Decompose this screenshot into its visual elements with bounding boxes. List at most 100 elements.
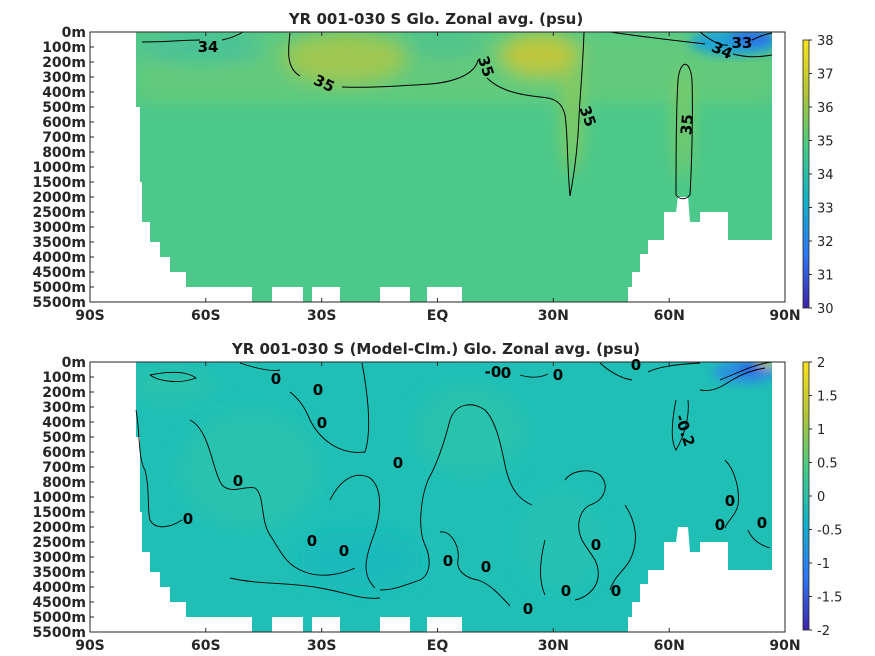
panel-2-contour-label: 0 <box>561 582 571 600</box>
panel-2-y-tick-label: 400m <box>42 415 86 431</box>
panel-2-contour-6 <box>329 474 381 589</box>
panel-2-y-tick-label: 1000m <box>32 490 86 506</box>
panel-1-x-tick-label: 30S <box>307 308 337 324</box>
panel-2-contour-5 <box>379 404 533 591</box>
panel-1-fill-low-south <box>136 32 265 64</box>
panel-1-colorbar-tick-label: 30 <box>817 302 834 317</box>
panel-2-fill-anomaly-c <box>520 490 600 590</box>
panel-2-contour-label: 0 <box>715 516 725 534</box>
panel-1-field <box>136 32 772 302</box>
panel-2-x-tick-label: EQ <box>427 638 449 654</box>
panel-2-fill-anomaly-e <box>300 530 420 590</box>
panel-1-y-tick-label: 800m <box>42 145 86 161</box>
panel-2-y-tick-label: 4500m <box>32 595 86 611</box>
panel-1-y-tick-label: 4000m <box>32 250 86 266</box>
panel-2-contour-10 <box>540 504 636 596</box>
panel-2-y-tick-label: 3000m <box>32 550 86 566</box>
panel-2-y-tick-label: 700m <box>42 460 86 476</box>
panel-2-contour-label: 0 <box>393 454 403 472</box>
panel-2-contour-label: 0 <box>339 542 349 560</box>
panel-2-contour-label: 0 <box>481 558 491 576</box>
panel-2-contour-3 <box>239 362 370 453</box>
panel-2-contour-label: 0 <box>317 414 327 432</box>
panel-1-y-tick-label: 400m <box>42 85 86 101</box>
panel-2-y-tick-label: 200m <box>42 385 86 401</box>
panel-1-contours <box>141 31 773 200</box>
panel-1-y-tick-label: 600m <box>42 115 86 131</box>
panel-1-colorbar-tick-label: 34 <box>817 168 834 183</box>
panel-1-x-tick-label: 90S <box>75 308 105 324</box>
panel-1-fill-high-salinity-south <box>283 32 407 84</box>
panel-1-y-tick-label: 700m <box>42 130 86 146</box>
panel-1-x-tick-label: 60S <box>191 308 221 324</box>
panel-2-contour-1 <box>149 371 197 382</box>
panel-2-contour-label: 0 <box>443 552 453 570</box>
panel-2-contour-12 <box>671 399 689 451</box>
panel-2-colorbar-tick-label: 2 <box>817 356 825 371</box>
panel-2-contour-8 <box>439 531 511 607</box>
panel-2-contour-15 <box>519 373 549 378</box>
panel-1-colorbar-tick-label: 33 <box>817 202 834 217</box>
panel-2-y-tick-label: 500m <box>42 430 86 446</box>
panel-1-colorbar-tick-label: 31 <box>817 269 834 284</box>
panel-1-colorbar-tick-label: 36 <box>817 101 834 116</box>
panel-1-y-tick-label: 3500m <box>32 235 86 251</box>
panel-1-x-tick-label: 30N <box>538 308 569 324</box>
panel-2-y-tick-label: 5500m <box>32 625 86 641</box>
panel-2-x-tick-label: 60S <box>191 638 221 654</box>
panel-2-y-tick-label: 3500m <box>32 565 86 581</box>
panel-1-x-tick-label: 60N <box>654 308 685 324</box>
panel-2-y-tick-label: 100m <box>42 370 86 386</box>
panel-1-contour-34-south <box>141 31 244 43</box>
panel-2-y-tick-label: 0m <box>62 355 86 371</box>
panel-1-y-tick-label: 500m <box>42 100 86 116</box>
panel-2-colorbar <box>802 361 810 631</box>
panel-2-contour-13 <box>699 361 773 391</box>
panel-2: YR 001-030 S (Model-Clm.) Glo. Zonal avg… <box>32 340 842 654</box>
panel-2-contour-11 <box>599 362 701 381</box>
panel-1-title: YR 001-030 S Glo. Zonal avg. (psu) <box>288 10 583 28</box>
panel-1-fill-arctic-tongue <box>675 70 691 180</box>
panel-2-contour-label: 0 <box>757 514 767 532</box>
panel-1-fill-high-salinity-north <box>500 33 580 77</box>
panel-2-x-tick-label: 90S <box>75 638 105 654</box>
panel-1-fill-low-equator <box>405 32 485 59</box>
panel-2-colorbar-tick-label: 1.5 <box>817 390 838 405</box>
panel-2-contour-label: 0 <box>591 536 601 554</box>
panel-1-y-tick-label: 2000m <box>32 190 86 206</box>
panel-2-contour-label: 0 <box>631 356 641 374</box>
panel-1-fill-arctic-core <box>730 32 772 47</box>
panel-1-y-tick-label: 2500m <box>32 205 86 221</box>
panel-1-colorbar <box>802 39 810 309</box>
panel-2-contour-2 <box>135 409 183 528</box>
panel-2-contour-label: 0 <box>233 472 243 490</box>
panel-1-y-tick-label: 1000m <box>32 160 86 176</box>
panel-2-title: YR 001-030 S (Model-Clm.) Glo. Zonal avg… <box>231 340 640 358</box>
panel-1-y-tick-label: 3000m <box>32 220 86 236</box>
panel-2-contour-label: 0 <box>501 364 511 382</box>
panel-1-y-tick-label: 0m <box>62 25 86 41</box>
panel-2-contour-label: -0 <box>485 363 502 381</box>
panel-1-y-tick-label: 1500m <box>32 175 86 191</box>
panel-2-contours <box>135 361 773 607</box>
panel-1-y-tick-label: 300m <box>42 70 86 86</box>
panel-2-y-tick-label: 4000m <box>32 580 86 596</box>
panel-2-contour-label: 0 <box>313 381 323 399</box>
panel-2-colorbar-tick-label: -1 <box>817 557 830 572</box>
panel-2-y-tick-label: 800m <box>42 475 86 491</box>
panel-2-y-tick-label: 300m <box>42 400 86 416</box>
panel-1-y-tick-label: 200m <box>42 55 86 71</box>
panel-2-contour-4 <box>189 419 356 576</box>
panel-1-contour-label: 33 <box>732 34 753 52</box>
panel-2-y-tick-label: 2000m <box>32 520 86 536</box>
panel-1-contour-label: 35 <box>474 54 498 79</box>
panel-1: YR 001-030 S Glo. Zonal avg. (psu) <box>32 10 833 324</box>
panel-2-contour-label: 0 <box>725 492 735 510</box>
panel-2-y-tick-label: 1500m <box>32 505 86 521</box>
panel-1-x-tick-label: 90N <box>769 308 800 324</box>
panel-1-contour-label: 35 <box>677 113 697 135</box>
panel-1-contour-label: 34 <box>198 38 219 56</box>
panel-1-y-tick-label: 5000m <box>32 280 86 296</box>
panel-2-contour-label: 0 <box>523 600 533 618</box>
